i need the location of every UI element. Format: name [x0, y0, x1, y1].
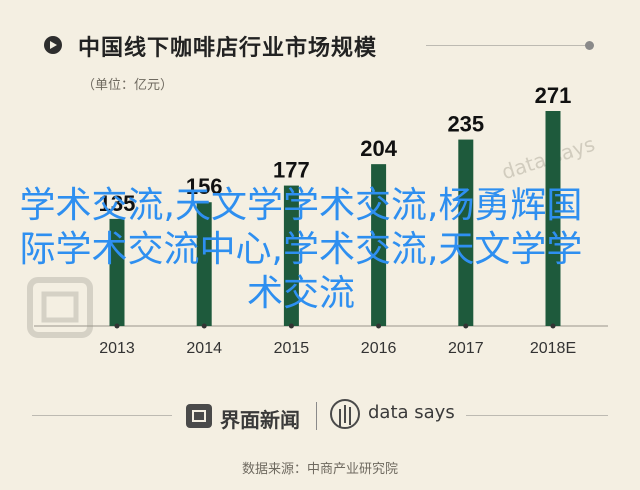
data-label-2015: 177	[273, 158, 310, 183]
tick-mark-2017	[463, 323, 469, 329]
header-rule	[426, 45, 586, 46]
brand-data-says-text: data says	[368, 402, 455, 423]
data-label-2016: 204	[360, 136, 397, 161]
bar-2014	[196, 202, 212, 326]
footer: 界面新闻 data says	[0, 396, 640, 436]
x-tick-label-2013: 2013	[99, 340, 135, 357]
x-tick-label-2014: 2014	[186, 340, 222, 357]
x-tick-label-2016: 2016	[361, 340, 397, 357]
unit-label: （单位：亿元）	[82, 78, 174, 93]
data-label-2017: 235	[447, 112, 484, 137]
tick-mark-2016	[376, 323, 382, 329]
tick-mark-2013	[114, 323, 120, 329]
footer-rule-right	[466, 415, 608, 416]
x-tick-label-2018E: 2018E	[530, 340, 576, 357]
data-source: 数据来源：中商产业研究院	[241, 462, 398, 477]
jiemian-logo-icon	[186, 404, 212, 428]
footer-rule-left	[32, 415, 172, 416]
bar-2017	[458, 139, 474, 326]
bar-2015	[283, 185, 299, 326]
chart-title: 中国线下咖啡店行业市场规模	[78, 36, 378, 61]
chart-header: 中国线下咖啡店行业市场规模	[40, 28, 600, 64]
overlay-text: 学术交流,天文学学术交流,杨勇辉国际学术交流中心,学术交流,天文学学术交流	[19, 185, 583, 314]
play-icon	[44, 36, 62, 54]
data-says-logo-icon	[330, 399, 360, 429]
tick-mark-2018E	[550, 323, 556, 329]
x-tick-label-2015: 2015	[274, 340, 310, 357]
tick-mark-2015	[288, 323, 294, 329]
footer-divider	[316, 402, 317, 430]
header-dot-icon	[585, 41, 594, 50]
tick-mark-2014	[201, 323, 207, 329]
data-label-2018E: 271	[535, 83, 572, 108]
bar-2013	[109, 218, 125, 326]
brand-jiemian-text: 界面新闻	[220, 408, 300, 432]
bar-2018E	[545, 111, 561, 326]
bar-chart: 135 2013 156 2014 177 2015 204 2016 235 2017 271 20…	[34, 83, 608, 357]
jiemian-watermark-icon	[27, 277, 93, 338]
bar-2016	[371, 164, 387, 326]
x-tick-label-2017: 2017	[448, 340, 484, 357]
data-label-2014: 156	[186, 174, 223, 199]
data-label-2013: 135	[99, 191, 136, 216]
